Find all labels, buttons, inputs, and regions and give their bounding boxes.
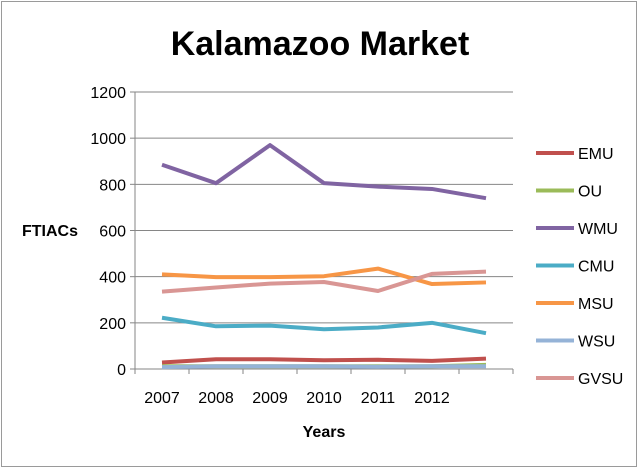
legend-label-wmu: WMU (578, 221, 618, 238)
x-tick-label: 2009 (252, 390, 288, 407)
y-tick-label: 600 (99, 224, 126, 241)
series-line-wmu (161, 143, 487, 201)
y-tick-labels: 0 200 400 600 800 1000 1200 (90, 85, 135, 379)
series-lines (161, 143, 487, 370)
x-axis-label: Years (303, 424, 346, 441)
series-line-wsu (161, 364, 486, 370)
legend-label-ou: OU (578, 184, 602, 201)
series-line-cmu (161, 315, 487, 336)
y-tick-label: 1000 (90, 131, 126, 148)
chart-title: Kalamazoo Market (171, 25, 470, 63)
legend: EMU OU WMU CMU MSU WSU GVSU (536, 146, 623, 388)
x-tick-label: 2011 (361, 390, 396, 407)
y-tick-label: 800 (99, 177, 126, 194)
legend-label-cmu: CMU (578, 259, 614, 276)
x-tick-label: 2008 (198, 390, 234, 407)
x-tick-label: 2012 (414, 390, 450, 407)
x-tick-labels: 2007 2008 2009 2010 2011 2012 (134, 369, 514, 407)
series-line-gvsu (161, 269, 487, 294)
series-line-msu (161, 266, 487, 287)
y-tick-label: 0 (117, 362, 126, 379)
legend-label-msu: MSU (578, 296, 614, 313)
legend-label-gvsu: GVSU (578, 371, 623, 388)
x-tick-label: 2010 (306, 390, 342, 407)
legend-label-wsu: WSU (578, 334, 615, 351)
legend-label-emu: EMU (578, 146, 614, 163)
series-line-emu (161, 356, 487, 365)
x-tick-label: 2007 (144, 390, 180, 407)
y-tick-label: 200 (99, 316, 126, 333)
y-axis-label: FTIACs (22, 223, 78, 240)
y-tick-label: 1200 (90, 85, 126, 102)
y-tick-label: 400 (99, 270, 126, 287)
